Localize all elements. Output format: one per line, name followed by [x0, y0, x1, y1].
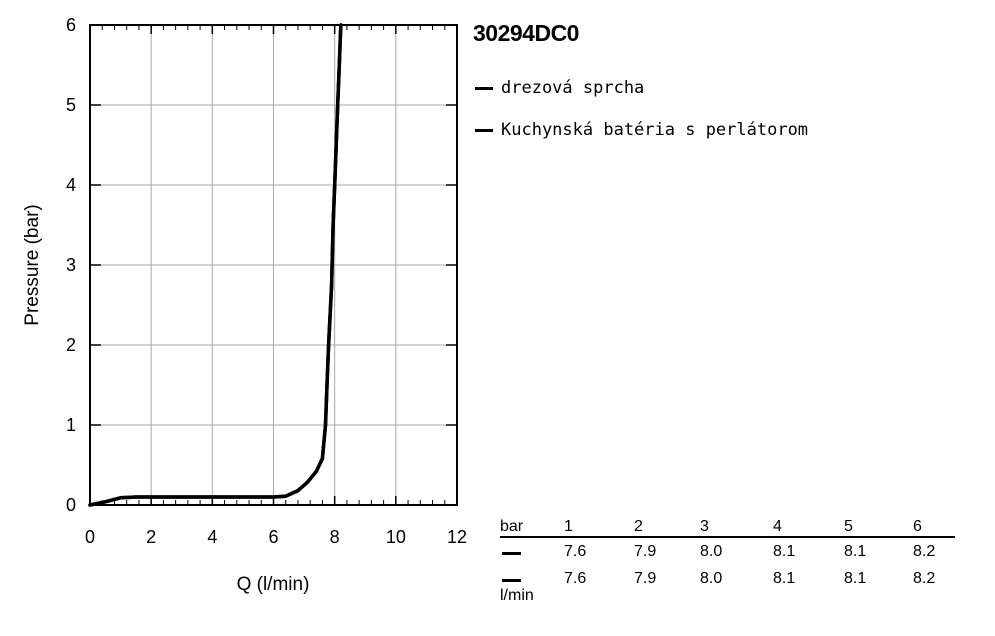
- flow-value: 8.2: [913, 570, 936, 587]
- legend-label: drezová sprcha: [501, 78, 645, 98]
- series-line: [88, 23, 343, 507]
- y-tick-label: 3: [66, 255, 76, 275]
- x-tick-label: 12: [447, 527, 467, 547]
- flow-value: 7.9: [634, 570, 657, 587]
- x-tick-label: 0: [85, 527, 95, 547]
- flow-value: 7.6: [564, 570, 587, 587]
- unit-bar-label: bar: [500, 518, 524, 535]
- legend-swatch: [475, 87, 493, 90]
- table-row: 7.6 7.9 8.0 8.1 8.1 8.2: [500, 565, 955, 592]
- y-tick-labels: 0 1 2 3 4 5 6: [66, 15, 76, 515]
- flow-value: 8.1: [773, 570, 796, 587]
- flow-value: 8.0: [700, 570, 723, 587]
- pressure-header: 1: [564, 518, 573, 535]
- flow-value: 8.1: [844, 570, 867, 587]
- x-axis-title: Q (l/min): [237, 574, 310, 595]
- row-line-swatch: [502, 552, 521, 555]
- y-tick-label: 0: [66, 495, 76, 515]
- series-lines: [88, 23, 343, 507]
- flow-table: bar 1 2 3 4 5 6 7.6 7.9 8.0 8.1 8.1 8.2 …: [500, 517, 955, 592]
- flow-value: 7.9: [634, 543, 657, 560]
- flow-value: 8.0: [700, 543, 723, 560]
- x-tick-label: 8: [330, 527, 340, 547]
- row-line-swatch: [502, 579, 521, 582]
- x-tick-label: 4: [207, 527, 217, 547]
- pressure-header: 3: [700, 518, 709, 535]
- flow-value: 8.1: [844, 543, 867, 560]
- x-tick-label: 10: [386, 527, 406, 547]
- flow-value: 8.1: [773, 543, 796, 560]
- x-tick-label: 2: [146, 527, 156, 547]
- flow-value: 8.2: [913, 543, 936, 560]
- y-tick-label: 2: [66, 335, 76, 355]
- chart-grid: [90, 25, 457, 505]
- y-axis-title: Pressure (bar): [22, 204, 43, 325]
- plot-frame: [89, 24, 458, 506]
- pressure-header: 2: [634, 518, 643, 535]
- flow-table-header: bar 1 2 3 4 5 6: [500, 517, 955, 538]
- table-row: 7.6 7.9 8.0 8.1 8.1 8.2: [500, 538, 955, 565]
- legend-swatch: [475, 129, 493, 132]
- product-title: 30294DC0: [473, 20, 579, 46]
- pressure-header: 6: [913, 518, 922, 535]
- y-tick-label: 4: [66, 175, 76, 195]
- pressure-header: 4: [773, 518, 782, 535]
- flow-value: 7.6: [564, 543, 587, 560]
- y-tick-label: 1: [66, 415, 76, 435]
- y-tick-label: 5: [66, 95, 76, 115]
- y-tick-label: 6: [66, 15, 76, 35]
- pressure-header: 5: [844, 518, 853, 535]
- unit-lmin-label: l/min: [500, 587, 534, 604]
- legend-label: Kuchynská batéria s perlátorom: [501, 120, 809, 140]
- x-tick-label: 6: [268, 527, 278, 547]
- x-tick-labels: 0 2 4 6 8 10 12: [85, 527, 467, 547]
